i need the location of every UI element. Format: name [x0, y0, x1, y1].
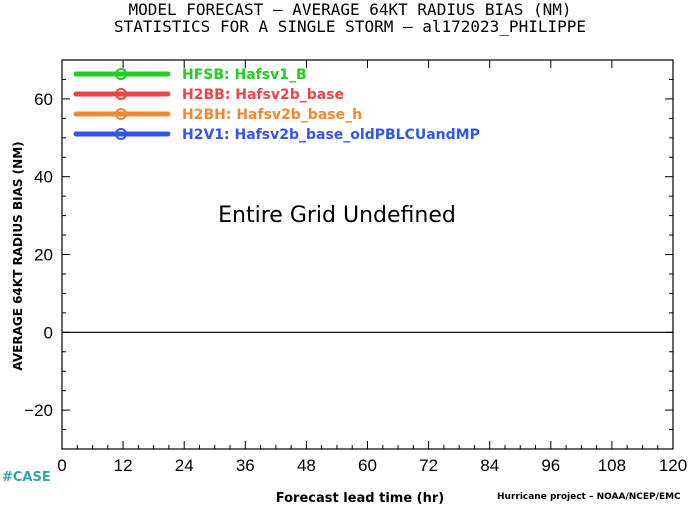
legend-marker [115, 108, 127, 120]
chart-annotation: Entire Grid Undefined [218, 203, 456, 228]
x-tick-label: 12 [114, 456, 133, 475]
x-tick-label: 24 [175, 456, 194, 475]
legend: HFSB: Hafsv1_B H2BB: Hafsv2b_base H2BH: Ha… [73, 67, 480, 143]
axis-ticks: 0 12 24 36 48 60 72 84 96 108 120 −20 0 20 40 60 [24, 59, 687, 475]
y-tick-label: 20 [34, 246, 53, 265]
x-tick-label: 60 [358, 456, 377, 475]
plot-area [61, 59, 674, 450]
case-tag: #CASE [2, 470, 51, 485]
x-tick-label: 120 [659, 456, 687, 475]
legend-marker [115, 128, 127, 140]
y-tick-label: 60 [34, 90, 53, 109]
plot-frame [61, 59, 674, 450]
chart-title: MODEL FORECAST – AVERAGE 64KT RADIUS BIA… [128, 0, 572, 19]
x-tick-label: 108 [598, 456, 626, 475]
y-tick-label: −20 [24, 401, 53, 420]
legend-entry: HFSB: Hafsv1_B [182, 67, 307, 83]
y-tick-label: 40 [34, 168, 53, 187]
x-axis-label: Forecast lead time (hr) [276, 491, 444, 506]
y-axis-label: AVERAGE 64KT RADIUS BIAS (NM) [11, 141, 25, 370]
legend-entry: H2BB: Hafsv2b_base [182, 87, 344, 103]
legend-marker [115, 68, 127, 80]
x-tick-label: 72 [419, 456, 438, 475]
legend-marker [115, 88, 127, 100]
x-tick-label: 48 [297, 456, 316, 475]
x-tick-label: 96 [541, 456, 560, 475]
x-tick-label: 0 [57, 456, 66, 475]
credit-text: Hurricane project – NOAA/NCEP/EMC [497, 492, 681, 502]
legend-entry: H2BH: Hafsv2b_base_h [182, 107, 362, 123]
legend-entry: H2V1: Hafsv2b_base_oldPBLCUandMP [182, 127, 480, 143]
x-tick-label: 36 [236, 456, 255, 475]
x-tick-label: 84 [480, 456, 499, 475]
chart-subtitle: STATISTICS FOR A SINGLE STORM – al172023… [113, 17, 586, 36]
y-tick-label: 0 [44, 323, 53, 342]
